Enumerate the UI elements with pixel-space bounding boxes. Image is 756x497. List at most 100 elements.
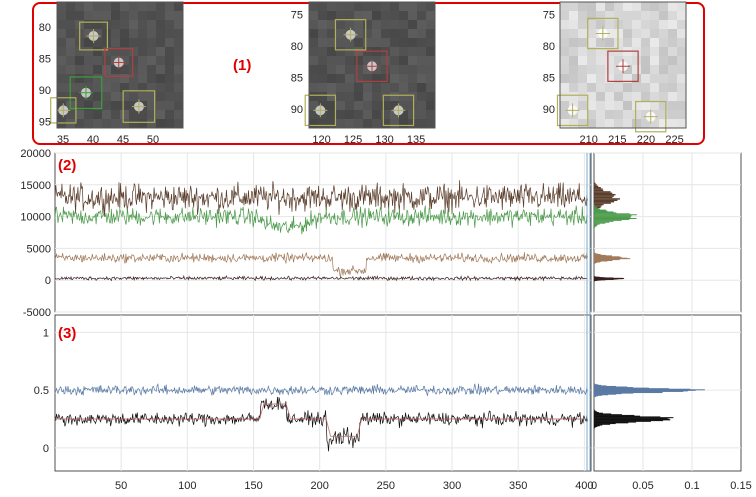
image-pixel	[363, 29, 373, 39]
image-pixel	[417, 11, 427, 21]
flux-histogram-bar	[594, 205, 596, 207]
image-pixel	[138, 110, 148, 120]
image-pixel	[93, 38, 103, 48]
image-pixel	[336, 56, 346, 66]
ratio-histogram-bar	[594, 388, 691, 390]
image-pixel	[426, 38, 436, 48]
image-pixel	[578, 92, 588, 102]
image-pixel	[578, 29, 588, 39]
image-pixel	[129, 2, 139, 12]
image-pixel	[57, 56, 67, 66]
thumbnail-frame	[559, 1, 687, 129]
image-pixel	[345, 110, 355, 120]
image-pixel	[677, 38, 687, 48]
image-pixel	[650, 56, 660, 66]
image-pixel	[641, 38, 651, 48]
image-pixel	[102, 47, 112, 57]
image-pixel	[156, 65, 166, 75]
image-pixel	[129, 20, 139, 30]
image-pixel	[659, 74, 669, 84]
flux-histogram-bar	[594, 191, 611, 193]
image-pixel	[417, 47, 427, 57]
image-pixel	[417, 38, 427, 48]
ratio-histogram-bar	[594, 385, 607, 387]
ratio-histogram-bar	[594, 387, 649, 389]
image-pixel	[174, 83, 184, 93]
image-pixel	[372, 101, 382, 111]
image-pixel	[677, 2, 687, 12]
flux-histogram-bar	[594, 189, 604, 192]
ratio-histogram-bar	[594, 410, 596, 412]
image-pixel	[614, 56, 624, 66]
image-pixel	[605, 83, 615, 93]
flux-histogram-bar	[594, 205, 602, 207]
image-pixel	[138, 92, 148, 102]
image-pixel	[156, 38, 166, 48]
image-pixel	[677, 65, 687, 75]
image-pixel	[614, 92, 624, 102]
ratio-histogram-bar	[594, 420, 664, 422]
image-pixel	[632, 56, 642, 66]
image-pixel	[668, 65, 678, 75]
image-pixel	[641, 29, 651, 39]
image-pixel	[587, 74, 597, 84]
ratio-histogram-bar	[594, 409, 595, 411]
image-pixel	[632, 38, 642, 48]
image-pixel	[174, 74, 184, 84]
image-pixel	[426, 74, 436, 84]
flux-ytick: 20000	[20, 148, 51, 160]
aperture-box	[634, 100, 667, 133]
flux-series-line	[54, 252, 588, 277]
image-pixel	[66, 110, 76, 120]
image-pixel	[650, 101, 660, 111]
image-pixel	[426, 92, 436, 102]
image-pixel	[129, 110, 139, 120]
image-pixel	[111, 38, 121, 48]
image-pixel	[120, 38, 130, 48]
image-pixel	[578, 110, 588, 120]
flux-histogram-bar	[594, 211, 614, 213]
image-pixel	[75, 101, 85, 111]
image-pixel	[120, 20, 130, 30]
image-pixel	[596, 47, 606, 57]
flux-histogram-bar	[594, 182, 596, 185]
image-pixel	[354, 110, 364, 120]
ratio-histogram-bar	[594, 395, 598, 397]
flux-histogram-bar	[594, 213, 630, 215]
image-pixel	[93, 110, 103, 120]
flux-series-line	[54, 205, 588, 235]
image-pixel	[354, 2, 364, 12]
image-pixel	[668, 56, 678, 66]
image-pixel	[632, 74, 642, 84]
image-pixel	[102, 56, 112, 66]
image-pixel	[596, 92, 606, 102]
ratio-histogram-bar	[594, 414, 622, 416]
image-pixel	[84, 74, 94, 84]
ratio-histogram-bar	[594, 426, 596, 428]
image-pixel	[102, 11, 112, 21]
image-pixel	[578, 47, 588, 57]
image-pixel	[578, 11, 588, 21]
image-pixel	[363, 92, 373, 102]
time-xtick: 300	[443, 480, 461, 492]
image-pixel	[381, 11, 391, 21]
image-pixel	[345, 2, 355, 12]
image-pixel	[650, 2, 660, 12]
histogram-xtick: 0.1	[684, 480, 699, 492]
time-xtick: 100	[178, 480, 196, 492]
image-pixel	[147, 2, 157, 12]
image-pixel	[345, 92, 355, 102]
image-pixel	[318, 11, 328, 21]
image-pixel	[165, 11, 175, 21]
image-pixel	[354, 56, 364, 66]
image-pixel	[408, 74, 418, 84]
image-pixel	[354, 65, 364, 75]
image-pixel	[75, 56, 85, 66]
image-pixel	[614, 11, 624, 21]
image-pixel	[363, 101, 373, 111]
image-pixel	[372, 2, 382, 12]
image-pixel	[336, 110, 346, 120]
image-pixel	[668, 2, 678, 12]
image-pixel	[354, 83, 364, 93]
image-pixel	[147, 20, 157, 30]
